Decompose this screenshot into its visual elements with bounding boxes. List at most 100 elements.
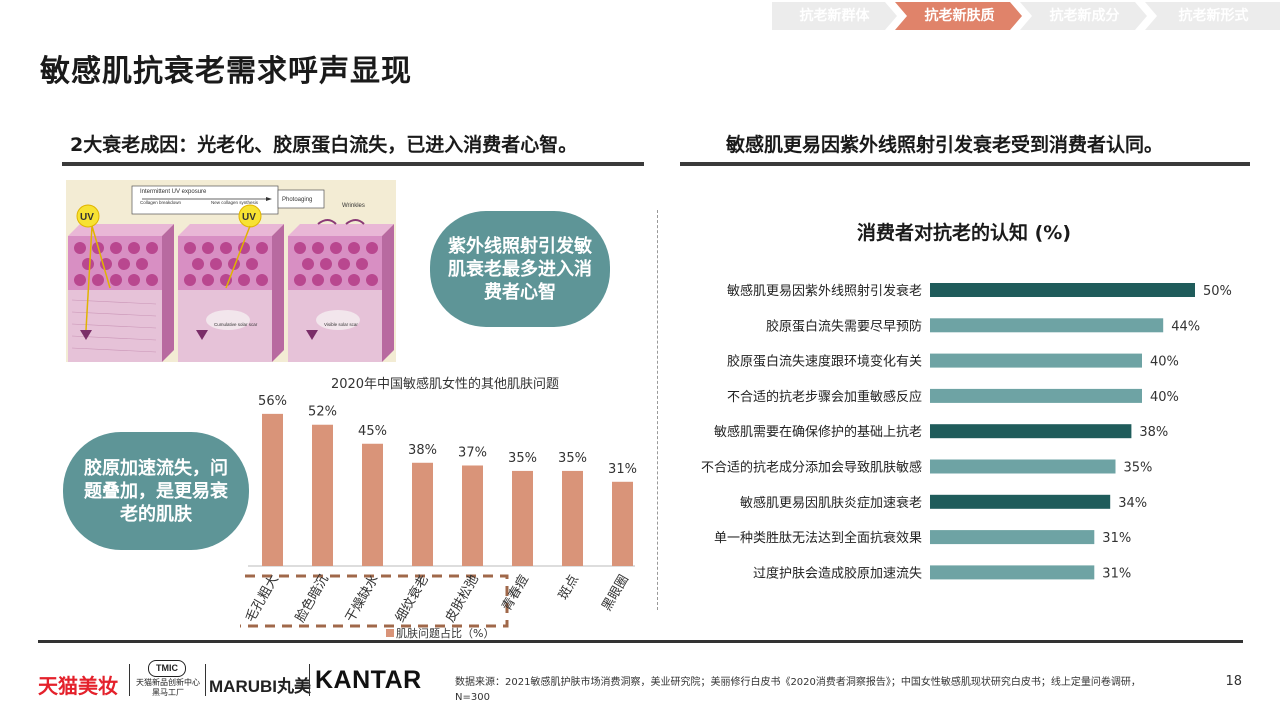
hchart-title: 消费者对抗老的认知 (%) — [857, 221, 1071, 244]
skin-photoaging-diagram: Intermittent UV exposure Collagen breakd… — [66, 180, 396, 362]
vchart-value-label: 45% — [358, 424, 387, 439]
diagram-header-left-a: Collagen breakdown — [140, 200, 182, 205]
diagram-header-right: Wrinkles — [342, 203, 365, 209]
hchart-bar — [930, 424, 1132, 439]
hchart-bar — [930, 283, 1195, 297]
diagram-header-left-b: New collagen synthesis — [211, 200, 259, 205]
vchart-category-label: 青春痘 — [499, 573, 531, 614]
callout-bubble-collagen: 胶原加速流失，问题叠加，是更易衰老的肌肤 — [63, 432, 249, 550]
hchart-category-label: 胶原蛋白流失速度跟环境变化有关 — [727, 354, 922, 370]
left-subtitle-rule — [62, 162, 644, 166]
logo-marubi: MARUBI丸美 — [209, 677, 311, 696]
vchart-value-label: 38% — [408, 443, 437, 458]
vchart-value-label: 37% — [458, 445, 487, 460]
section-tabs: 抗老新群体 抗老新肤质 抗老新成分 抗老新形式 — [770, 0, 1280, 32]
tab-new-form[interactable]: 抗老新形式 — [1178, 8, 1249, 24]
hchart-value-label: 40% — [1150, 355, 1179, 370]
hchart-category-label: 单一种类胜肽无法达到全面抗衰效果 — [714, 530, 922, 546]
vchart-category-label: 毛孔粗大 — [243, 573, 282, 626]
vchart-bar — [262, 413, 283, 566]
logo-divider-1 — [129, 664, 130, 696]
hchart-value-label: 31% — [1102, 531, 1131, 546]
tab-bg-1 — [895, 2, 1022, 30]
vchart-bar — [612, 481, 633, 566]
hchart-category-label: 敏感肌更易因肌肤炎症加速衰老 — [740, 495, 922, 511]
tab-shapes — [772, 2, 1280, 30]
hchart-value-label: 44% — [1171, 319, 1200, 334]
hchart-bar — [930, 459, 1116, 474]
tmic-badge: TMIC — [148, 660, 186, 677]
tmic-subtitle: 天猫新品创新中心 — [136, 678, 200, 687]
footer-rule — [38, 640, 1243, 643]
vchart-category-label: 斑点 — [556, 573, 582, 603]
tab-new-skin-type[interactable]: 抗老新肤质 — [924, 8, 995, 24]
right-subtitle-rule — [680, 162, 1250, 166]
hchart-value-label: 50% — [1203, 284, 1232, 299]
column-divider — [657, 210, 658, 610]
diagram-header-mid: Photoaging — [282, 197, 312, 203]
tab-new-group[interactable]: 抗老新群体 — [799, 8, 870, 24]
logo-divider-2 — [205, 664, 206, 696]
hchart-bar — [930, 494, 1111, 509]
vchart-bar — [312, 424, 333, 566]
tmic-subtitle-2: 黑马工厂 — [152, 688, 184, 697]
right-subtitle: 敏感肌更易因紫外线照射引发衰老受到消费者认同。 — [726, 134, 1164, 156]
hchart-category-label: 不合适的抗老成分添加会导致肌肤敏感 — [701, 460, 922, 476]
hchart-category-label: 胶原蛋白流失需要尽早预防 — [766, 318, 922, 334]
vchart-bar — [512, 470, 533, 566]
diagram-label-right: Visible solar scar — [324, 322, 358, 327]
vchart-bar — [562, 470, 583, 566]
tab-new-ingredient[interactable]: 抗老新成分 — [1049, 8, 1120, 24]
skin-block-3: Visible solar scar — [288, 219, 394, 362]
hchart-value-label: 38% — [1139, 425, 1168, 440]
vchart-value-label: 56% — [258, 394, 287, 409]
skin-block-2: Cumulative solar scar UV — [178, 204, 284, 362]
logo-tmall-beauty: 天猫美妆 — [38, 674, 118, 698]
hchart-value-label: 40% — [1150, 390, 1179, 405]
hchart-category-label: 过度护肤会造成胶原加速流失 — [753, 565, 922, 581]
logo-divider-3 — [309, 664, 310, 696]
diagram-label-mid: Cumulative solar scar — [214, 322, 258, 327]
hchart-category-label: 敏感肌需要在确保修护的基础上抗老 — [714, 424, 922, 440]
hchart-bar — [930, 565, 1095, 580]
skin-block-1: UV — [68, 204, 174, 362]
left-subtitle: 2大衰老成因：光老化、胶原蛋白流失，已进入消费者心智。 — [70, 134, 578, 156]
data-source-note: 数据来源：2021敏感肌护肤市场消费洞察，美业研究院；美丽修行白皮书《2020消… — [455, 677, 1141, 703]
hchart-value-label: 35% — [1124, 461, 1153, 476]
vchart-bar — [462, 465, 483, 566]
page-title: 敏感肌抗衰老需求呼声显现 — [40, 54, 412, 89]
logo-tmic: TMIC 天猫新品创新中心 黑马工厂 — [136, 660, 204, 700]
tab-bg-2 — [1020, 2, 1147, 30]
vchart-value-label: 35% — [508, 451, 537, 466]
tab-bg-0 — [772, 2, 897, 30]
vchart-category-label: 脸色暗沉 — [292, 572, 332, 625]
logo-kantar: KANTAR — [315, 666, 422, 694]
skin-problems-bar-chart: 2020年中国敏感肌女性的其他肌肤问题 56% 毛孔粗大 52% 脸色暗沉 45% 干燥缺水… — [240, 376, 637, 640]
callout-bubble-collagen-text: 胶原加速流失，问题叠加，是更易衰老的肌肤 — [84, 457, 228, 525]
diagram-header-left: Intermittent UV exposure — [140, 189, 207, 195]
vchart-value-label: 35% — [558, 451, 587, 466]
tab-bg-3 — [1145, 2, 1280, 30]
hchart-value-label: 31% — [1102, 566, 1131, 581]
vchart-value-label: 31% — [608, 462, 637, 477]
vchart-category-label: 干燥缺水 — [343, 573, 382, 626]
hchart-category-label: 敏感肌更易因紫外线照射引发衰老 — [727, 283, 922, 299]
page-number: 18 — [1225, 674, 1242, 689]
uv-label-2: UV — [242, 212, 256, 223]
hchart-value-label: 34% — [1118, 496, 1147, 511]
vchart-legend-swatch — [386, 629, 394, 637]
vchart-title: 2020年中国敏感肌女性的其他肌肤问题 — [331, 376, 559, 392]
vchart-value-label: 52% — [308, 405, 337, 420]
vchart-category-label: 细纹衰老 — [392, 572, 432, 625]
hchart-category-label: 不合适的抗老步骤会加重敏感反应 — [727, 389, 922, 405]
hchart-bar — [930, 530, 1095, 545]
callout-bubble-uv-text: 紫外线照射引发敏肌衰老最多进入消费者心智 — [448, 235, 592, 303]
vchart-bar — [362, 443, 383, 566]
hchart-bar — [930, 388, 1142, 403]
vchart-category-label: 黑眼圈 — [599, 573, 631, 614]
vchart-legend-label: 肌肤问题占比（%） — [396, 626, 494, 640]
vchart-bar — [412, 462, 433, 566]
callout-bubble-uv: 紫外线照射引发敏肌衰老最多进入消费者心智 — [430, 211, 610, 327]
hchart-bar — [930, 353, 1142, 368]
uv-label-1: UV — [80, 212, 94, 223]
